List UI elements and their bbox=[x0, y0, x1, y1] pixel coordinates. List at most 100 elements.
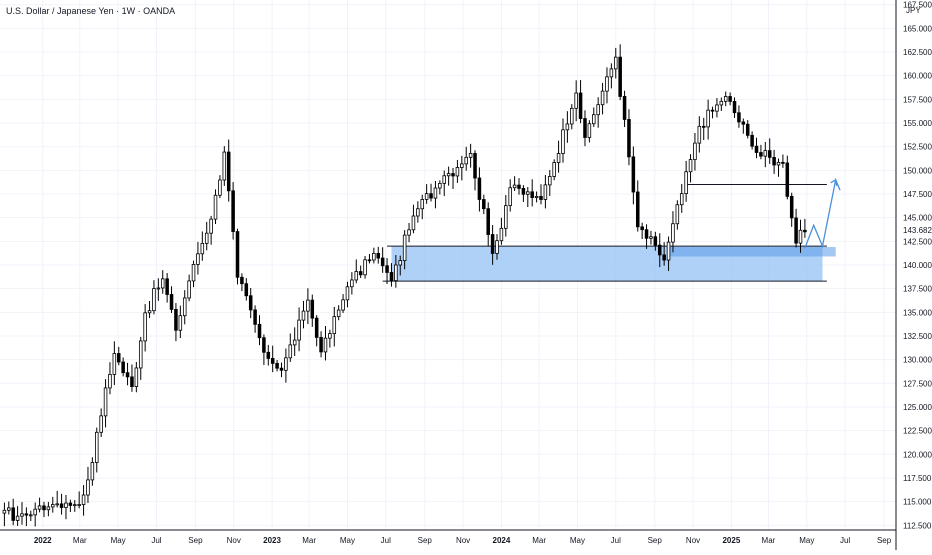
candle-body-bear bbox=[640, 226, 644, 231]
candle bbox=[279, 362, 284, 378]
candle bbox=[46, 501, 51, 517]
time-tick-label: Mar bbox=[762, 536, 776, 545]
candle bbox=[73, 500, 77, 512]
candle-body-bull bbox=[460, 163, 464, 168]
candle bbox=[262, 334, 266, 366]
candle bbox=[90, 457, 95, 486]
candle bbox=[794, 208, 798, 248]
candle-body-bull bbox=[548, 176, 552, 186]
candle-body-bull bbox=[143, 312, 147, 342]
candle-body-bull bbox=[222, 151, 227, 181]
candle-body-bull bbox=[20, 513, 24, 517]
candle bbox=[165, 273, 169, 303]
candle bbox=[314, 315, 319, 347]
candle-body-bull bbox=[292, 339, 297, 346]
candle bbox=[570, 104, 574, 130]
candle bbox=[455, 159, 460, 183]
candle bbox=[477, 167, 482, 212]
candle bbox=[354, 259, 359, 284]
price-tick-label: 165.000 bbox=[903, 24, 932, 33]
candle bbox=[754, 137, 759, 159]
arrow-head bbox=[830, 178, 838, 186]
candle-body-bear bbox=[530, 191, 534, 198]
candle-body-bear bbox=[174, 309, 178, 331]
candle bbox=[152, 280, 156, 315]
candle-body-bear bbox=[275, 362, 279, 369]
candle bbox=[310, 294, 315, 327]
candle-body-bull bbox=[103, 387, 108, 417]
price-tick-label: 125.000 bbox=[903, 403, 932, 412]
candle bbox=[143, 304, 147, 352]
candle bbox=[486, 202, 490, 247]
price-tick-label: 147.500 bbox=[903, 190, 932, 199]
candle bbox=[257, 315, 262, 346]
candle-body-bull bbox=[160, 278, 165, 289]
candle bbox=[385, 258, 389, 285]
candle-body-bull bbox=[402, 234, 407, 261]
candle bbox=[138, 336, 143, 380]
candle-body-bull bbox=[671, 223, 675, 243]
candle bbox=[33, 502, 37, 527]
candle-body-bull bbox=[499, 227, 504, 242]
candle bbox=[446, 166, 451, 186]
candle-body-bear bbox=[42, 505, 46, 511]
candle bbox=[600, 82, 605, 115]
candle bbox=[134, 361, 139, 393]
candle-body-bull bbox=[187, 280, 191, 299]
candle-body-bull bbox=[64, 502, 68, 508]
candle-body-bull bbox=[556, 153, 561, 163]
candle-body-bear bbox=[235, 231, 240, 278]
candle bbox=[635, 180, 640, 232]
candle bbox=[556, 140, 561, 173]
candle bbox=[372, 247, 376, 264]
candle-body-bull bbox=[688, 159, 693, 173]
candle bbox=[200, 231, 205, 261]
candle-body-bear bbox=[759, 152, 763, 157]
candle bbox=[121, 357, 125, 377]
candle-body-bull bbox=[306, 299, 310, 312]
candle bbox=[226, 139, 231, 202]
candle-body-bear bbox=[794, 217, 798, 244]
candle-body-bear bbox=[754, 145, 759, 153]
candle bbox=[59, 493, 64, 515]
price-axis[interactable]: 112.500 115.000 117.500 120.000 122.500 125.0… bbox=[895, 0, 932, 550]
candle-body-bull bbox=[605, 76, 609, 92]
candle-body-bear bbox=[578, 92, 583, 119]
candle bbox=[284, 348, 288, 383]
candle-body-bull bbox=[323, 337, 328, 353]
price-tick-label: 145.000 bbox=[903, 214, 932, 223]
candle-body-bear bbox=[279, 367, 284, 371]
candle bbox=[785, 155, 790, 200]
candle-body-bear bbox=[477, 177, 482, 200]
price-tick-label: 155.000 bbox=[903, 119, 932, 128]
candle bbox=[688, 154, 693, 183]
candle bbox=[328, 329, 332, 348]
time-tick-label: Sep bbox=[188, 536, 203, 545]
price-tick-label: 140.000 bbox=[903, 261, 932, 270]
candle bbox=[213, 189, 218, 225]
candle-body-bear bbox=[728, 96, 732, 102]
candle bbox=[297, 307, 301, 352]
candle-body-bear bbox=[583, 118, 587, 138]
candle-body-bear bbox=[358, 271, 363, 276]
candle bbox=[640, 222, 644, 240]
candle-body-bear bbox=[367, 259, 372, 262]
candle-body-bull bbox=[697, 125, 702, 144]
candle bbox=[191, 260, 196, 288]
time-tick-label: Nov bbox=[456, 536, 470, 545]
candle bbox=[363, 255, 367, 279]
time-tick-label: Jul bbox=[151, 536, 161, 545]
candle bbox=[803, 218, 807, 238]
candle-body-bull bbox=[73, 504, 77, 507]
candle bbox=[244, 278, 249, 301]
candle bbox=[42, 501, 46, 518]
candle-body-bull bbox=[455, 167, 460, 177]
candle-body-bull bbox=[218, 179, 222, 196]
candle bbox=[187, 274, 191, 302]
time-axis[interactable]: 2022 Mar May Jul Sep Nov 2023 Mar May Jul Sep Nov 20… bbox=[0, 529, 896, 545]
time-tick-label: Sep bbox=[877, 536, 892, 545]
candle bbox=[178, 305, 183, 339]
candle bbox=[345, 281, 350, 308]
